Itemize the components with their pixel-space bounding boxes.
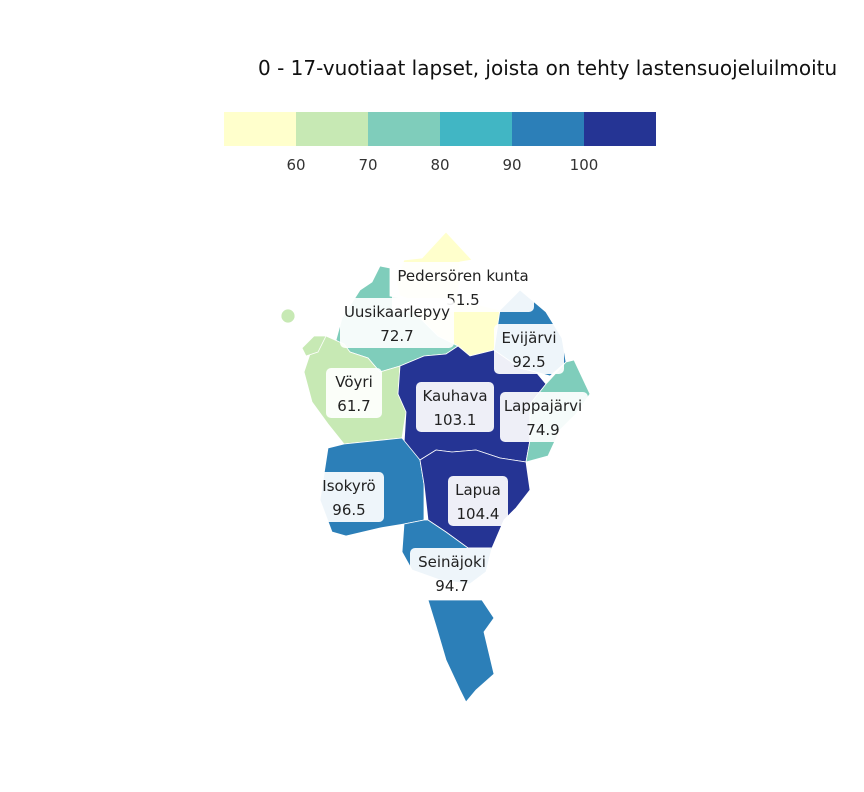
region-labels: Pedersören kunta 51.5 Uusikaarlepyy 72.7… (314, 262, 588, 598)
label-name: Isokyrö (322, 477, 375, 495)
label-isokyro: Isokyrö 96.5 (314, 472, 384, 522)
label-box (314, 472, 384, 522)
label-name: Vöyri (335, 373, 373, 391)
legend-tick-60: 60 (286, 156, 305, 174)
label-voyri: Vöyri 61.7 (326, 368, 382, 418)
label-value: 51.5 (446, 291, 479, 309)
legend-swatch-4 (440, 112, 512, 146)
label-value: 72.7 (380, 327, 413, 345)
legend-tick-90: 90 (502, 156, 521, 174)
region-uusikaarlepyy-islet (280, 308, 296, 324)
region-voyri-island (301, 335, 327, 357)
label-seinajoki: Seinäjoki 94.7 (410, 548, 494, 598)
label-value: 94.7 (435, 577, 468, 595)
label-box (326, 368, 382, 418)
label-box (448, 476, 508, 526)
legend-tick-80: 80 (430, 156, 449, 174)
label-value: 104.4 (457, 505, 500, 523)
label-uusikaarlepyy: Uusikaarlepyy 72.7 (340, 298, 454, 348)
label-value: 103.1 (434, 411, 477, 429)
label-box (500, 392, 588, 442)
legend-swatch-3 (368, 112, 440, 146)
label-name: Uusikaarlepyy (344, 303, 450, 321)
legend-tick-100: 100 (570, 156, 599, 174)
label-box (494, 324, 564, 374)
label-kauhava: Kauhava 103.1 (416, 382, 494, 432)
map-title: 0 - 17-vuotiaat lapset, joista on tehty … (258, 56, 838, 80)
legend-swatch-6 (584, 112, 656, 146)
label-value: 96.5 (332, 501, 365, 519)
legend-tick-70: 70 (358, 156, 377, 174)
label-box (410, 548, 494, 598)
label-value: 74.9 (526, 421, 559, 439)
legend-swatch-5 (512, 112, 584, 146)
label-lapua: Lapua 104.4 (448, 476, 508, 526)
label-name: Pedersören kunta (397, 267, 528, 285)
label-name: Lappajärvi (504, 397, 582, 415)
legend: 60 70 80 90 100 (224, 112, 656, 174)
label-name: Seinäjoki (418, 553, 486, 571)
label-lappajarvi: Lappajärvi 74.9 (500, 392, 588, 442)
legend-swatch-1 (224, 112, 296, 146)
label-name: Kauhava (422, 387, 487, 405)
label-box (340, 298, 454, 348)
label-value: 61.7 (337, 397, 370, 415)
label-value: 92.5 (512, 353, 545, 371)
label-box (416, 382, 494, 432)
label-name: Lapua (455, 481, 501, 499)
label-evijarvi: Evijärvi 92.5 (494, 324, 564, 374)
region-seinajoki-south (427, 599, 495, 703)
label-name: Evijärvi (501, 329, 556, 347)
legend-swatch-2 (296, 112, 368, 146)
